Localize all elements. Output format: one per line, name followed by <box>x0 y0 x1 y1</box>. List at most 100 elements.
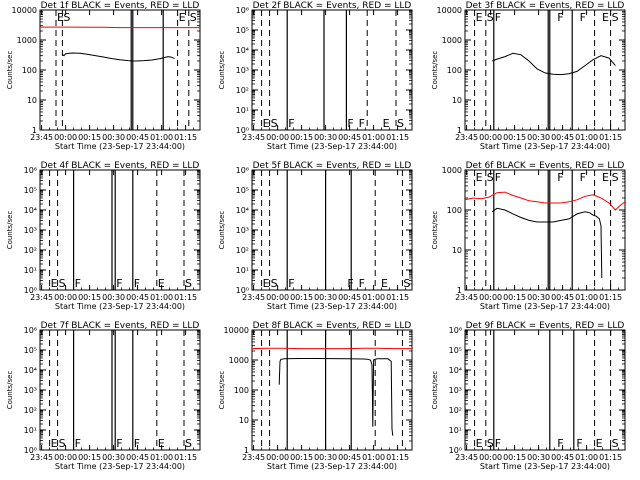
chart-9-ytick-label: 10⁴ <box>449 366 462 375</box>
chart-8-xlabel: Start Time (23-Sep-17 23:44:00) <box>267 462 397 471</box>
chart-3-marker-label: E <box>476 11 483 24</box>
chart-7-marker-label: S <box>185 437 192 450</box>
chart-5-ytick-label: 10⁵ <box>236 186 249 195</box>
chart-9-marker-label: F <box>576 437 582 450</box>
chart-3-xtick-label: 00:30 <box>527 133 550 142</box>
chart-3-marker-label: S <box>612 11 619 24</box>
chart-2-xtick-label: 00:45 <box>338 133 361 142</box>
chart-4-xtick-label: 23:45 <box>30 293 53 302</box>
chart-4-marker-label: E <box>158 277 165 290</box>
chart-7-ytick-label: 10² <box>24 406 37 415</box>
chart-7-marker-label: F <box>75 437 81 450</box>
chart-7-marker-label: F <box>116 437 122 450</box>
chart-4-xtick-label: 01:15 <box>174 293 197 302</box>
chart-7-xtick-label: 00:45 <box>126 453 149 462</box>
chart-9-ytick-label: 10⁰ <box>449 446 462 455</box>
chart-2-ytick-label: 10³ <box>236 66 249 75</box>
chart-6-xtick-label: 01:15 <box>599 293 622 302</box>
chart-3-ytick-label: 10000 <box>437 6 462 15</box>
chart-9-xtick-label: 00:45 <box>551 453 574 462</box>
chart-9-marker-label: E <box>596 437 603 450</box>
chart-6-ytick-label: 10 <box>452 246 462 255</box>
chart-4-frame <box>39 169 201 291</box>
chart-5-frame <box>251 169 413 291</box>
chart-7-ylabel: Counts/sec <box>6 371 14 410</box>
chart-2-ytick-label: 10⁴ <box>236 46 249 55</box>
chart-8-panel: Det 8f BLACK = Events, RED = LLD 1 10 100 10… <box>218 321 413 471</box>
chart-4-xtick-label: 00:15 <box>78 293 101 302</box>
chart-7-marker-label: F <box>134 437 140 450</box>
chart-2-panel: Det 2f BLACK = Events, RED = LLD 10⁰ 10¹ 10… <box>218 1 413 151</box>
chart-1-xtick-label: 00:15 <box>78 133 101 142</box>
chart-2-marker-label: F <box>359 117 365 130</box>
chart-1-ytick-label: 10000 <box>12 6 37 15</box>
chart-9-ytick-label: 10² <box>449 406 462 415</box>
chart-3-marker-label: S <box>487 11 494 24</box>
chart-6-marker-label: E <box>602 171 609 184</box>
chart-3-series-black <box>492 52 616 76</box>
chart-3-ytick-label: 1 <box>457 126 462 135</box>
chart-9-xtick-label: 23:45 <box>455 453 478 462</box>
chart-8-ytick-label: 100 <box>234 386 249 395</box>
chart-4-ytick-label: 10³ <box>24 226 37 235</box>
chart-4-xtick-label: 01:00 <box>150 293 173 302</box>
chart-4-xtick-label: 00:30 <box>102 293 125 302</box>
chart-2-ytick-label: 10⁰ <box>236 126 249 135</box>
chart-1-ytick-label: 10 <box>27 96 37 105</box>
chart-6-marker-label: F <box>495 171 501 184</box>
chart-5-marker-label: F <box>347 277 353 290</box>
chart-5-marker-label: E <box>381 277 388 290</box>
chart-6-panel: Det 6f BLACK = Events, RED = LLD 1 10 100 10… <box>431 161 626 311</box>
chart-5-xtick-label: 23:45 <box>242 293 265 302</box>
chart-9-ytick-label: 10³ <box>449 386 462 395</box>
chart-1-marker-label: S <box>190 11 197 24</box>
chart-1-xtick-label: 01:00 <box>150 133 173 142</box>
chart-5-ytick-label: 10² <box>236 246 249 255</box>
chart-2-marker-label: S <box>397 117 404 130</box>
chart-3-frame <box>464 9 626 131</box>
chart-4-marker-label: F <box>116 277 122 290</box>
chart-1-series-red <box>40 26 200 29</box>
chart-4-xtick-label: 00:00 <box>54 293 77 302</box>
chart-7-xtick-label: 23:45 <box>30 453 53 462</box>
chart-5-marker-label: F <box>288 277 294 290</box>
chart-7-xtick-label: 01:15 <box>174 453 197 462</box>
chart-9-marker-label: S <box>612 437 619 450</box>
chart-5-xtick-label: 00:45 <box>338 293 361 302</box>
chart-2-ytick-label: 10¹ <box>236 106 249 115</box>
chart-4-ytick-label: 10¹ <box>24 266 37 275</box>
chart-5-xtick-label: 01:00 <box>362 293 385 302</box>
chart-8-ytick-label: 10000 <box>224 326 249 335</box>
chart-1-xtick-label: 00:45 <box>126 133 149 142</box>
chart-2-xtick-label: 23:45 <box>242 133 265 142</box>
chart-2-marker-label: S <box>271 117 278 130</box>
chart-6-marker-label: S <box>612 171 619 184</box>
chart-3-marker-label: F <box>495 11 501 24</box>
chart-6-xtick-label: 00:30 <box>527 293 550 302</box>
chart-4-ytick-label: 10⁵ <box>24 186 37 195</box>
chart-4-panel: Det 4f BLACK = Events, RED = LLD 10⁰ 10¹ 10… <box>6 161 201 311</box>
chart-5-ylabel: Counts/sec <box>218 211 226 250</box>
chart-6-marker-label: S <box>487 171 494 184</box>
chart-3-marker-label: E <box>602 11 609 24</box>
chart-7-ytick-label: 10⁶ <box>24 326 37 335</box>
chart-1-series-black <box>62 52 175 62</box>
chart-3-xtick-label: 23:45 <box>455 133 478 142</box>
chart-2-xtick-label: 00:15 <box>290 133 313 142</box>
chart-8-series-black <box>278 358 394 436</box>
chart-6-xtick-label: 01:00 <box>575 293 598 302</box>
chart-2-ytick-label: 10⁵ <box>236 26 249 35</box>
chart-8-ylabel: Counts/sec <box>218 371 226 410</box>
chart-6-series-black <box>491 207 603 279</box>
chart-7-xtick-label: 01:00 <box>150 453 173 462</box>
chart-2-title: Det 2f BLACK = Events, RED = LLD <box>253 1 412 11</box>
chart-2-marker-label: F <box>347 117 353 130</box>
chart-7-ytick-label: 10⁴ <box>24 366 37 375</box>
chart-1-marker-label: S <box>63 11 70 24</box>
chart-7-ytick-label: 10⁵ <box>24 346 37 355</box>
chart-8-ytick-label: 1000 <box>229 356 249 365</box>
chart-8-xtick-label: 00:15 <box>290 453 313 462</box>
chart-6-marker-label: F <box>557 171 563 184</box>
chart-1-marker-label: E <box>179 11 186 24</box>
chart-6-marker-label: F <box>580 171 586 184</box>
